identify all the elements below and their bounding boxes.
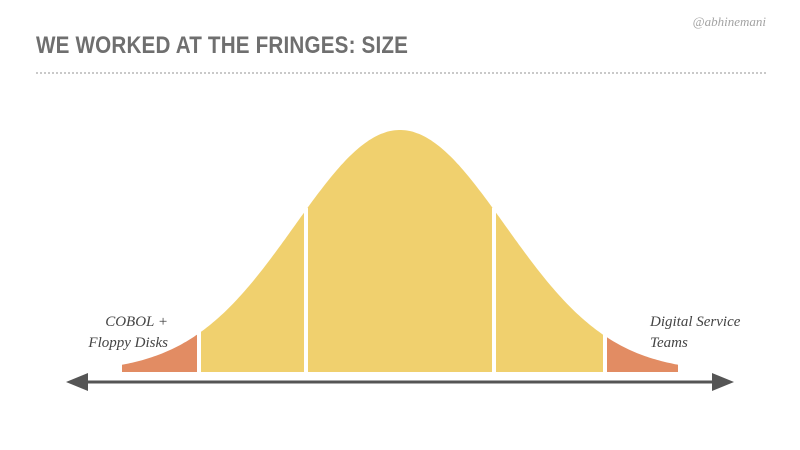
- right-tail-label-line1: Digital Service: [650, 314, 741, 330]
- axis-arrow-left: [66, 373, 88, 391]
- curve-right-tail: [603, 334, 678, 372]
- horizontal-axis: [66, 373, 734, 391]
- left-tail-label-line2: Floppy Disks: [88, 335, 168, 351]
- right-tail-label-line2: Teams: [650, 335, 688, 351]
- left-tail-label: COBOL + Floppy Disks: [58, 312, 168, 354]
- author-handle: @abhinemani: [692, 14, 766, 29]
- curve-left-tail: [122, 334, 197, 372]
- axis-arrow-right: [712, 373, 734, 391]
- right-tail-label: Digital Service Teams: [650, 312, 770, 354]
- slide-title: WE WORKED AT THE FRINGES: SIZE: [36, 32, 409, 59]
- left-tail-label-line1: COBOL +: [105, 314, 168, 330]
- curve-body: [197, 130, 603, 372]
- bell-curve: [122, 130, 678, 373]
- title-divider: [36, 72, 766, 74]
